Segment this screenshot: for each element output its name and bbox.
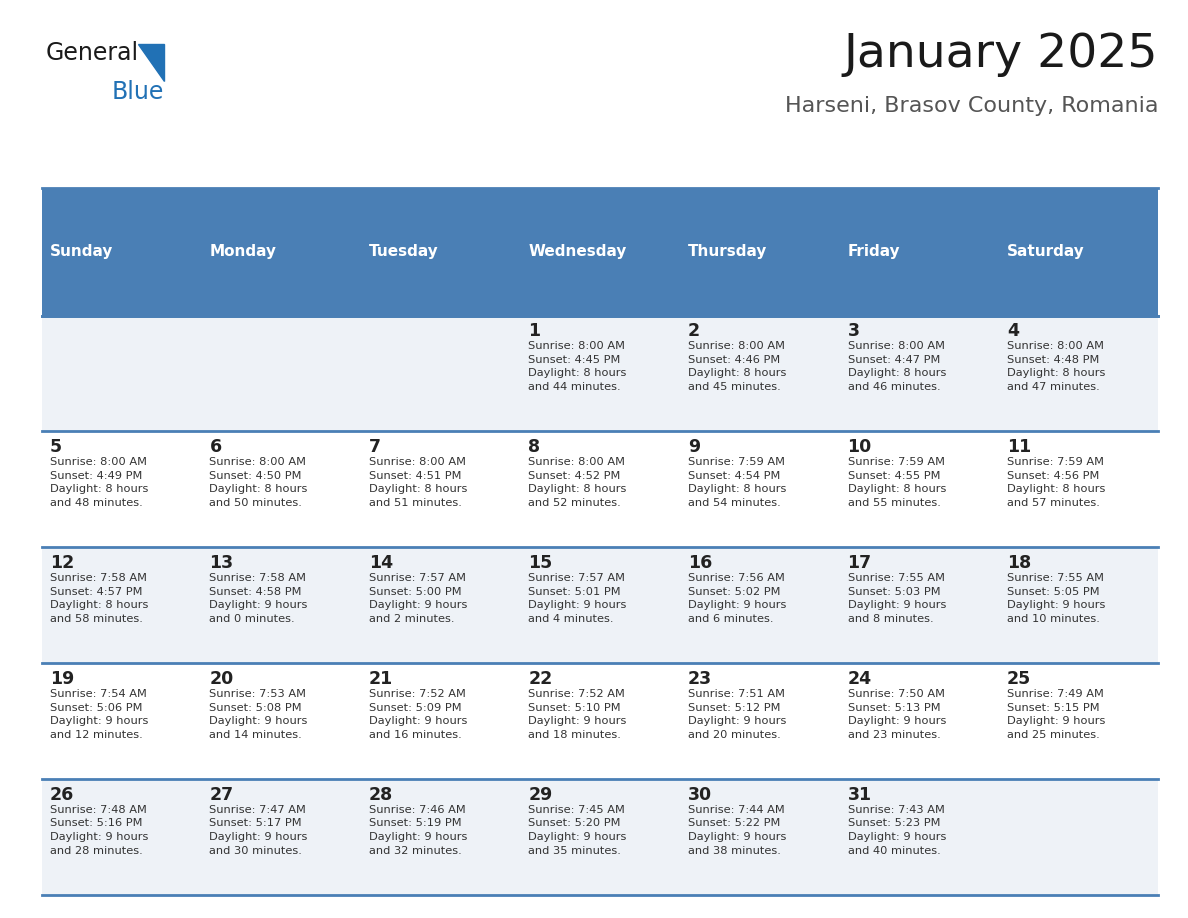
Text: Sunrise: 8:00 AM
Sunset: 4:47 PM
Daylight: 8 hours
and 46 minutes.: Sunrise: 8:00 AM Sunset: 4:47 PM Dayligh… [847, 341, 946, 392]
Text: January 2025: January 2025 [843, 32, 1158, 77]
Text: Blue: Blue [112, 80, 164, 104]
Text: Sunrise: 7:55 AM
Sunset: 5:05 PM
Daylight: 9 hours
and 10 minutes.: Sunrise: 7:55 AM Sunset: 5:05 PM Dayligh… [1007, 573, 1106, 624]
Text: Sunrise: 7:55 AM
Sunset: 5:03 PM
Daylight: 9 hours
and 8 minutes.: Sunrise: 7:55 AM Sunset: 5:03 PM Dayligh… [847, 573, 946, 624]
Text: Harseni, Brasov County, Romania: Harseni, Brasov County, Romania [785, 96, 1158, 117]
Text: Sunrise: 8:00 AM
Sunset: 4:45 PM
Daylight: 8 hours
and 44 minutes.: Sunrise: 8:00 AM Sunset: 4:45 PM Dayligh… [529, 341, 627, 392]
Text: Sunrise: 7:57 AM
Sunset: 5:01 PM
Daylight: 9 hours
and 4 minutes.: Sunrise: 7:57 AM Sunset: 5:01 PM Dayligh… [529, 573, 627, 624]
Text: 16: 16 [688, 554, 713, 572]
Text: Sunrise: 7:59 AM
Sunset: 4:54 PM
Daylight: 8 hours
and 54 minutes.: Sunrise: 7:59 AM Sunset: 4:54 PM Dayligh… [688, 457, 786, 508]
Text: 6: 6 [209, 438, 221, 456]
Text: Sunrise: 7:58 AM
Sunset: 4:58 PM
Daylight: 9 hours
and 0 minutes.: Sunrise: 7:58 AM Sunset: 4:58 PM Dayligh… [209, 573, 308, 624]
Text: 27: 27 [209, 786, 234, 803]
Text: Saturday: Saturday [1007, 244, 1085, 260]
Text: Sunrise: 8:00 AM
Sunset: 4:52 PM
Daylight: 8 hours
and 52 minutes.: Sunrise: 8:00 AM Sunset: 4:52 PM Dayligh… [529, 457, 627, 508]
Text: 23: 23 [688, 669, 712, 688]
Text: 2: 2 [688, 322, 700, 340]
Text: Sunrise: 7:58 AM
Sunset: 4:57 PM
Daylight: 8 hours
and 58 minutes.: Sunrise: 7:58 AM Sunset: 4:57 PM Dayligh… [50, 573, 148, 624]
Bar [42, 316, 1158, 431]
Bar [201, 188, 361, 316]
Bar [361, 188, 520, 316]
Text: 5: 5 [50, 438, 62, 456]
Text: Sunrise: 7:59 AM
Sunset: 4:55 PM
Daylight: 8 hours
and 55 minutes.: Sunrise: 7:59 AM Sunset: 4:55 PM Dayligh… [847, 457, 946, 508]
Text: Sunrise: 7:50 AM
Sunset: 5:13 PM
Daylight: 9 hours
and 23 minutes.: Sunrise: 7:50 AM Sunset: 5:13 PM Dayligh… [847, 688, 946, 740]
Text: 7: 7 [369, 438, 381, 456]
Text: Sunrise: 7:53 AM
Sunset: 5:08 PM
Daylight: 9 hours
and 14 minutes.: Sunrise: 7:53 AM Sunset: 5:08 PM Dayligh… [209, 688, 308, 740]
Text: Sunday: Sunday [50, 244, 113, 260]
Text: 17: 17 [847, 554, 872, 572]
Text: Sunrise: 7:59 AM
Sunset: 4:56 PM
Daylight: 8 hours
and 57 minutes.: Sunrise: 7:59 AM Sunset: 4:56 PM Dayligh… [1007, 457, 1106, 508]
Text: 3: 3 [847, 322, 860, 340]
Text: Friday: Friday [847, 244, 901, 260]
Bar [42, 547, 1158, 663]
Text: General: General [45, 41, 138, 65]
Text: Monday: Monday [209, 244, 277, 260]
Text: Sunrise: 7:47 AM
Sunset: 5:17 PM
Daylight: 9 hours
and 30 minutes.: Sunrise: 7:47 AM Sunset: 5:17 PM Dayligh… [209, 805, 308, 856]
Text: Sunrise: 7:48 AM
Sunset: 5:16 PM
Daylight: 9 hours
and 28 minutes.: Sunrise: 7:48 AM Sunset: 5:16 PM Dayligh… [50, 805, 148, 856]
Text: Thursday: Thursday [688, 244, 767, 260]
Text: Sunrise: 8:00 AM
Sunset: 4:49 PM
Daylight: 8 hours
and 48 minutes.: Sunrise: 8:00 AM Sunset: 4:49 PM Dayligh… [50, 457, 148, 508]
Text: 9: 9 [688, 438, 700, 456]
Text: 24: 24 [847, 669, 872, 688]
Text: 19: 19 [50, 669, 74, 688]
Text: Wednesday: Wednesday [529, 244, 627, 260]
Text: 8: 8 [529, 438, 541, 456]
Text: 13: 13 [209, 554, 234, 572]
Text: 1: 1 [529, 322, 541, 340]
Text: Sunrise: 7:57 AM
Sunset: 5:00 PM
Daylight: 9 hours
and 2 minutes.: Sunrise: 7:57 AM Sunset: 5:00 PM Dayligh… [369, 573, 467, 624]
Bar [42, 779, 1158, 895]
Text: Sunrise: 8:00 AM
Sunset: 4:46 PM
Daylight: 8 hours
and 45 minutes.: Sunrise: 8:00 AM Sunset: 4:46 PM Dayligh… [688, 341, 786, 392]
Bar [680, 188, 839, 316]
Bar [42, 663, 1158, 779]
Text: 10: 10 [847, 438, 872, 456]
Text: 12: 12 [50, 554, 74, 572]
Bar [42, 188, 201, 316]
Text: Sunrise: 7:43 AM
Sunset: 5:23 PM
Daylight: 9 hours
and 40 minutes.: Sunrise: 7:43 AM Sunset: 5:23 PM Dayligh… [847, 805, 946, 856]
Text: 15: 15 [529, 554, 552, 572]
Text: 21: 21 [369, 669, 393, 688]
Text: 30: 30 [688, 786, 712, 803]
Text: Sunrise: 7:44 AM
Sunset: 5:22 PM
Daylight: 9 hours
and 38 minutes.: Sunrise: 7:44 AM Sunset: 5:22 PM Dayligh… [688, 805, 786, 856]
Text: 20: 20 [209, 669, 234, 688]
Text: Sunrise: 7:52 AM
Sunset: 5:09 PM
Daylight: 9 hours
and 16 minutes.: Sunrise: 7:52 AM Sunset: 5:09 PM Dayligh… [369, 688, 467, 740]
Text: Sunrise: 8:00 AM
Sunset: 4:51 PM
Daylight: 8 hours
and 51 minutes.: Sunrise: 8:00 AM Sunset: 4:51 PM Dayligh… [369, 457, 467, 508]
Text: Sunrise: 7:46 AM
Sunset: 5:19 PM
Daylight: 9 hours
and 32 minutes.: Sunrise: 7:46 AM Sunset: 5:19 PM Dayligh… [369, 805, 467, 856]
Text: 25: 25 [1007, 669, 1031, 688]
Text: Sunrise: 8:00 AM
Sunset: 4:48 PM
Daylight: 8 hours
and 47 minutes.: Sunrise: 8:00 AM Sunset: 4:48 PM Dayligh… [1007, 341, 1106, 392]
Text: 14: 14 [369, 554, 393, 572]
Text: Sunrise: 7:52 AM
Sunset: 5:10 PM
Daylight: 9 hours
and 18 minutes.: Sunrise: 7:52 AM Sunset: 5:10 PM Dayligh… [529, 688, 627, 740]
Text: 28: 28 [369, 786, 393, 803]
Text: 22: 22 [529, 669, 552, 688]
Text: Sunrise: 7:45 AM
Sunset: 5:20 PM
Daylight: 9 hours
and 35 minutes.: Sunrise: 7:45 AM Sunset: 5:20 PM Dayligh… [529, 805, 627, 856]
Bar [520, 188, 680, 316]
Text: Tuesday: Tuesday [369, 244, 438, 260]
Text: Sunrise: 7:51 AM
Sunset: 5:12 PM
Daylight: 9 hours
and 20 minutes.: Sunrise: 7:51 AM Sunset: 5:12 PM Dayligh… [688, 688, 786, 740]
Text: Sunrise: 7:49 AM
Sunset: 5:15 PM
Daylight: 9 hours
and 25 minutes.: Sunrise: 7:49 AM Sunset: 5:15 PM Dayligh… [1007, 688, 1106, 740]
Bar [999, 188, 1158, 316]
Bar [839, 188, 999, 316]
Text: 4: 4 [1007, 322, 1019, 340]
Text: 29: 29 [529, 786, 552, 803]
Polygon shape [138, 44, 164, 81]
Text: Sunrise: 7:54 AM
Sunset: 5:06 PM
Daylight: 9 hours
and 12 minutes.: Sunrise: 7:54 AM Sunset: 5:06 PM Dayligh… [50, 688, 148, 740]
Text: Sunrise: 8:00 AM
Sunset: 4:50 PM
Daylight: 8 hours
and 50 minutes.: Sunrise: 8:00 AM Sunset: 4:50 PM Dayligh… [209, 457, 308, 508]
Text: 26: 26 [50, 786, 74, 803]
Text: 18: 18 [1007, 554, 1031, 572]
Text: 31: 31 [847, 786, 872, 803]
Bar [42, 431, 1158, 547]
Text: 11: 11 [1007, 438, 1031, 456]
Text: Sunrise: 7:56 AM
Sunset: 5:02 PM
Daylight: 9 hours
and 6 minutes.: Sunrise: 7:56 AM Sunset: 5:02 PM Dayligh… [688, 573, 786, 624]
